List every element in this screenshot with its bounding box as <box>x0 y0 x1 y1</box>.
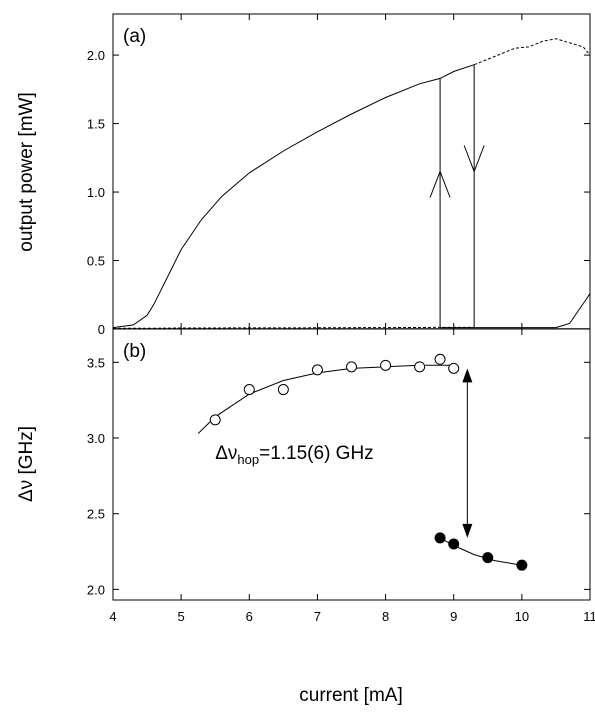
hop-arrow-head-up-icon <box>462 368 473 383</box>
y-tick-label-a: 1.5 <box>87 117 105 132</box>
panel-b-label: (b) <box>123 341 146 362</box>
hop-arrow-head-down-icon <box>462 523 473 538</box>
hop-annotation-suffix: =1.15(6) GHz <box>259 443 374 464</box>
panel-b-marks <box>197 353 528 571</box>
y-tick-label-a: 0 <box>98 322 105 337</box>
power-curve-4 <box>113 326 475 329</box>
y-tick-label-b: 3.5 <box>87 355 105 370</box>
y-tick-label-b: 2.5 <box>87 507 105 522</box>
filled-point <box>516 559 528 571</box>
open-point <box>414 361 426 373</box>
open-point <box>346 361 357 373</box>
x-tick-label: 4 <box>109 609 116 624</box>
fit-open-curve <box>197 364 454 434</box>
x-axis-title: current [mA] <box>299 685 402 706</box>
x-tick-label: 6 <box>246 609 253 624</box>
x-tick-label: 5 <box>178 609 185 624</box>
power-curve-1 <box>113 64 475 329</box>
y-axis-title-b: Δν [GHz] <box>16 426 37 502</box>
open-point <box>209 414 221 426</box>
axis-ticks: 0 0.5 1.0 1.5 2.0 2.0 2.5 3.0 3.5 4 5 6 7 8 9 10 11 <box>87 14 595 624</box>
filled-point <box>448 538 460 550</box>
open-point <box>277 384 289 396</box>
y-tick-label-b: 3.0 <box>87 431 105 446</box>
x-tick-label: 7 <box>314 609 321 624</box>
hop-annotation-sub: hop <box>237 452 259 467</box>
open-point <box>380 359 392 371</box>
filled-point <box>482 552 494 564</box>
x-tick-label: 9 <box>450 609 457 624</box>
y-tick-label-a: 0.5 <box>87 254 105 269</box>
power-curve-2 <box>474 38 590 66</box>
hop-annotation-prefix: Δν <box>215 443 237 464</box>
power-curve-3 <box>440 293 590 329</box>
y-axis-title-a: output power [mW] <box>16 92 37 251</box>
panel-a-label: (a) <box>123 26 146 47</box>
filled-point <box>434 532 446 544</box>
x-tick-label: 8 <box>382 609 389 624</box>
hop-annotation: Δνhop=1.15(6) GHz <box>215 443 373 467</box>
x-tick-label: 10 <box>515 609 529 624</box>
open-point <box>311 364 323 376</box>
y-tick-label-a: 2.0 <box>87 48 105 63</box>
open-point <box>243 384 255 396</box>
arrow-down-icon <box>463 145 485 173</box>
panel-a-frame <box>112 13 591 330</box>
open-point <box>448 362 460 374</box>
arrow-up-icon <box>429 170 451 198</box>
y-tick-label-b: 2.0 <box>87 582 105 597</box>
y-tick-label-a: 1.0 <box>87 185 105 200</box>
open-point <box>434 353 446 365</box>
panel-a-marks <box>113 38 590 329</box>
x-tick-label: 11 <box>583 609 595 624</box>
